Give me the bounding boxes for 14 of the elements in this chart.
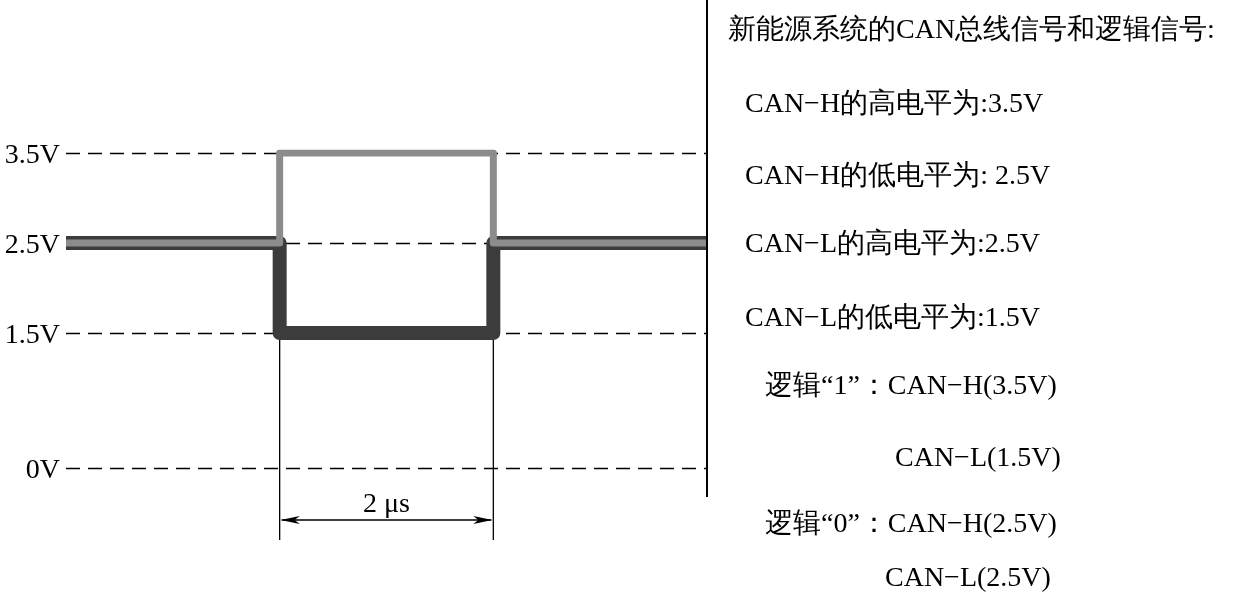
text: 新能源系统的CAN总线信号和逻辑信号: [728, 13, 1215, 44]
y-tick-label: 1.5V [4, 317, 60, 349]
text: CAN−L的低电平为:1.5V [745, 301, 1041, 332]
y-tick-label: 2.5V [4, 227, 60, 259]
text: CAN−H的高电平为:3.5V [745, 87, 1044, 118]
y-tick-label: 3.5V [4, 137, 60, 169]
text: CAN−H的低电平为: 2.5V [745, 159, 1051, 190]
text: CAN−L的高电平为:2.5V [745, 227, 1041, 258]
y-tick-label: 0V [25, 452, 60, 484]
text: CAN−L(1.5V) [895, 441, 1061, 472]
text: 2 μs [363, 486, 410, 518]
text: 逻辑“1”：CAN−H(3.5V) [765, 369, 1057, 400]
text: CAN−L(2.5V) [885, 561, 1051, 592]
text: 逻辑“0”：CAN−H(2.5V) [765, 507, 1057, 538]
